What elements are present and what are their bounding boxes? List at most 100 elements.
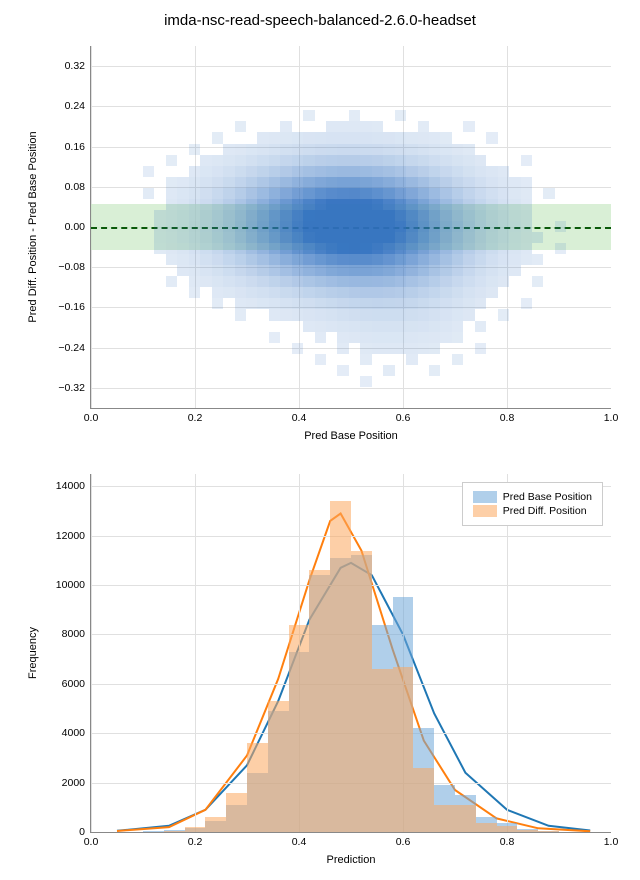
- density-cell: [235, 287, 246, 298]
- density-cell: [269, 166, 280, 177]
- density-cell: [280, 309, 291, 320]
- density-cell: [292, 132, 303, 143]
- density-cell: [223, 188, 234, 199]
- density-cell: [326, 132, 337, 143]
- density-cell: [429, 321, 440, 332]
- density-cell: [154, 221, 165, 232]
- density-cell: [166, 188, 177, 199]
- density-cell: [440, 232, 451, 243]
- scatter-plot-area: [91, 46, 611, 408]
- scatter-axes: Pred Diff. Position - Pred Base Position…: [90, 46, 611, 409]
- density-cell: [406, 199, 417, 210]
- gridline-h: [91, 536, 611, 537]
- density-cell: [166, 155, 177, 166]
- density-cell: [383, 287, 394, 298]
- density-cell: [337, 199, 348, 210]
- density-cell: [395, 309, 406, 320]
- density-cell: [303, 155, 314, 166]
- density-cell: [452, 321, 463, 332]
- density-cell: [235, 155, 246, 166]
- density-cell: [372, 155, 383, 166]
- density-cell: [337, 144, 348, 155]
- density-cell: [269, 265, 280, 276]
- density-cell: [257, 199, 268, 210]
- density-cell: [463, 232, 474, 243]
- density-cell: [372, 144, 383, 155]
- density-cell: [429, 210, 440, 221]
- density-cell: [280, 232, 291, 243]
- density-cell: [360, 287, 371, 298]
- density-cell: [257, 298, 268, 309]
- ytick-label: 8000: [62, 628, 91, 640]
- density-cell: [223, 155, 234, 166]
- density-cell: [200, 177, 211, 188]
- density-cell: [337, 298, 348, 309]
- density-cell: [337, 166, 348, 177]
- density-cell: [383, 166, 394, 177]
- density-cell: [429, 254, 440, 265]
- gridline-v: [91, 474, 92, 832]
- density-cell: [383, 276, 394, 287]
- density-cell: [189, 287, 200, 298]
- density-cell: [257, 132, 268, 143]
- density-cell: [189, 144, 200, 155]
- density-cell: [498, 265, 509, 276]
- density-cell: [395, 221, 406, 232]
- ytick-label: −0.16: [58, 301, 91, 313]
- density-cell: [372, 121, 383, 132]
- density-cell: [395, 332, 406, 343]
- density-cell: [143, 166, 154, 177]
- density-cell: [360, 221, 371, 232]
- density-cell: [452, 210, 463, 221]
- density-cell: [521, 177, 532, 188]
- density-cell: [463, 210, 474, 221]
- density-cell: [372, 232, 383, 243]
- density-cell: [383, 309, 394, 320]
- density-cell: [498, 199, 509, 210]
- density-cell: [212, 132, 223, 143]
- density-cell: [349, 110, 360, 121]
- density-cell: [177, 265, 188, 276]
- density-cell: [257, 188, 268, 199]
- density-cell: [326, 321, 337, 332]
- density-cell: [429, 177, 440, 188]
- density-cell: [349, 132, 360, 143]
- density-cell: [475, 199, 486, 210]
- density-cell: [395, 199, 406, 210]
- density-cell: [349, 287, 360, 298]
- density-cell: [475, 188, 486, 199]
- density-cell: [280, 177, 291, 188]
- density-cell: [292, 276, 303, 287]
- density-cell: [440, 298, 451, 309]
- density-cell: [475, 166, 486, 177]
- density-cell: [177, 243, 188, 254]
- density-cell: [292, 298, 303, 309]
- density-cell: [280, 121, 291, 132]
- density-cell: [349, 276, 360, 287]
- xtick-label: 0.4: [292, 408, 307, 424]
- density-cell: [406, 144, 417, 155]
- density-cell: [303, 199, 314, 210]
- density-cell: [303, 232, 314, 243]
- density-cell: [292, 155, 303, 166]
- density-cell: [452, 254, 463, 265]
- density-cell: [463, 188, 474, 199]
- density-cell: [395, 243, 406, 254]
- density-cell: [200, 188, 211, 199]
- density-cell: [383, 144, 394, 155]
- density-cell: [223, 265, 234, 276]
- density-cell: [326, 287, 337, 298]
- density-cell: [486, 232, 497, 243]
- legend-label: Pred Base Position: [503, 491, 592, 503]
- density-cell: [372, 298, 383, 309]
- density-cell: [337, 232, 348, 243]
- density-cell: [463, 221, 474, 232]
- density-cell: [452, 354, 463, 365]
- density-cell: [223, 210, 234, 221]
- density-cell: [406, 332, 417, 343]
- density-cell: [360, 199, 371, 210]
- ytick-label: 0.00: [65, 221, 91, 233]
- hist-bar-diff: [330, 501, 351, 832]
- density-cell: [235, 309, 246, 320]
- gridline-v: [507, 474, 508, 832]
